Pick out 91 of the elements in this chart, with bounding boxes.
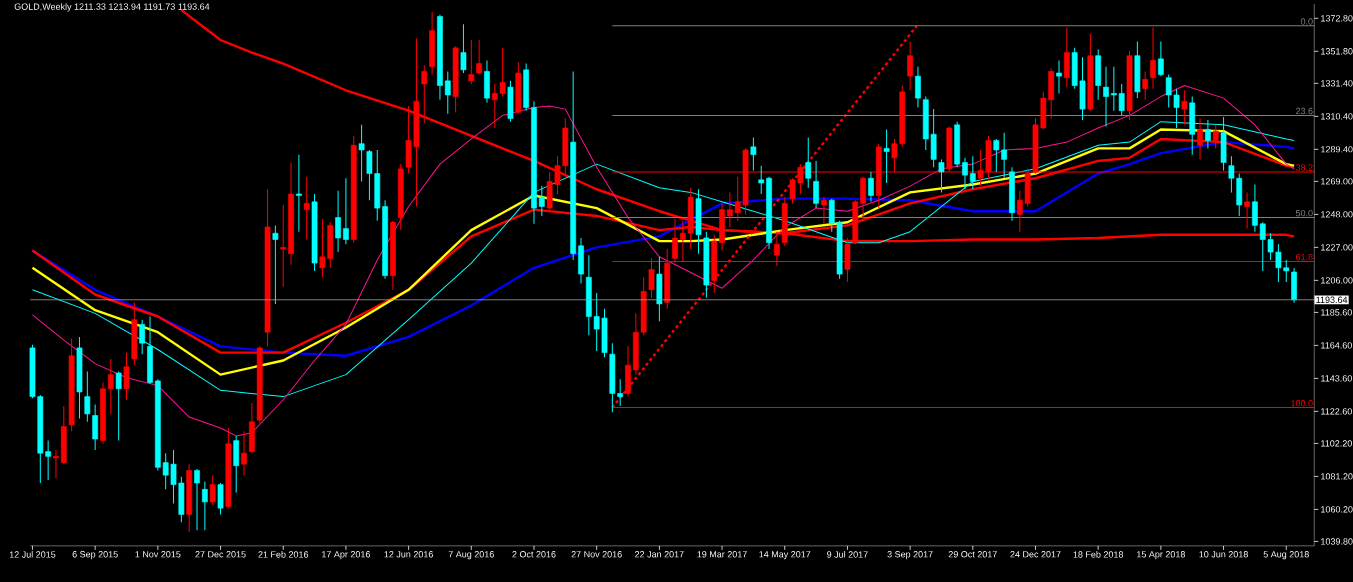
series-label: 38.2: [1295, 164, 1313, 171]
x-tick-label: 2 Oct 2016: [512, 551, 556, 558]
candlestick: [805, 136, 812, 189]
candlestick: [969, 155, 976, 190]
x-tick-label: 27 Dec 2015: [195, 551, 246, 558]
candlestick: [907, 41, 913, 91]
candlestick: [1142, 70, 1149, 101]
candlestick: [758, 165, 765, 195]
series-label: 100.0: [1291, 400, 1313, 407]
candlestick: [962, 157, 968, 190]
x-tick-label: 29 Oct 2017: [948, 551, 997, 558]
candlestick: [938, 158, 945, 193]
candlestick: [217, 482, 224, 515]
candlestick: [92, 403, 99, 451]
ref-line-label: 1193.64: [1316, 296, 1348, 303]
x-tick-label: 7 Aug 2016: [448, 551, 494, 560]
candlestick: [915, 66, 921, 109]
candlestick: [296, 154, 302, 233]
y-tick-label: 1206.00: [1321, 277, 1353, 284]
candlestick: [883, 129, 890, 184]
x-tick-label: 12 Jun 2016: [384, 551, 433, 558]
y-tick-label: 1185.60: [1321, 309, 1352, 316]
candlestick: [139, 319, 146, 355]
candlestick: [53, 449, 59, 479]
candlestick: [421, 64, 428, 124]
y-tick-label: 1269.00: [1321, 178, 1353, 185]
candlestick: [444, 70, 451, 115]
candlestick: [107, 358, 114, 415]
y-tick-label: 1227.00: [1321, 244, 1353, 251]
candlestick: [468, 39, 475, 85]
x-tick-label: 5 Aug 2018: [1263, 551, 1309, 560]
candlestick: [476, 39, 482, 76]
candlestick: [1158, 41, 1164, 77]
y-tick-label: 1102.20: [1321, 440, 1352, 447]
candlestick: [123, 352, 130, 401]
y-tick-label: 1372.80: [1321, 15, 1353, 22]
x-tick-label: 17 Apr 2016: [322, 551, 371, 560]
y-tick-label: 1310.40: [1321, 113, 1353, 120]
candlestick: [280, 204, 287, 288]
candlestick: [1181, 89, 1188, 126]
x-tick-label: 6 Sep 2015: [72, 551, 118, 560]
candlestick: [343, 177, 349, 245]
y-tick-label: 1081.20: [1321, 473, 1353, 480]
candlestick: [209, 474, 216, 506]
series-label: 50.0: [1295, 209, 1313, 217]
y-tick-label: 1164.60: [1321, 342, 1352, 349]
candlestick: [1244, 191, 1250, 230]
x-tick-label: 24 Dec 2017: [1010, 551, 1061, 558]
series-label: 23.6: [1295, 107, 1313, 115]
candlestick: [241, 430, 247, 476]
series-label: 0.0: [1300, 18, 1313, 25]
x-tick-label: 15 Apr 2018: [1137, 551, 1185, 560]
candlestick: [1056, 59, 1062, 94]
y-tick-label: 1143.60: [1321, 375, 1352, 382]
candlestick: [868, 171, 874, 203]
candlestick: [358, 124, 365, 182]
y-tick-label: 1331.40: [1321, 80, 1353, 87]
candlestick: [538, 185, 545, 217]
candlestick: [201, 480, 208, 531]
x-tick-label: 9 Jul 2017: [827, 551, 868, 558]
x-tick-label: 21 Feb 2016: [258, 551, 309, 558]
y-tick-label: 1248.00: [1321, 211, 1353, 218]
candlestick: [194, 468, 200, 531]
candlestick: [115, 370, 122, 442]
x-tick-label: 19 Mar 2017: [697, 551, 747, 558]
series-label: 61.8: [1295, 253, 1313, 261]
x-tick-label: 1 Nov 2015: [135, 551, 181, 558]
candlestick: [813, 160, 819, 209]
chart-title: GOLD,Weekly 1211.33 1213.94 1191.73 1193.64: [14, 3, 210, 12]
candlestick: [303, 176, 310, 241]
y-tick-label: 1351.80: [1321, 48, 1353, 55]
y-tick-label: 1289.40: [1321, 146, 1353, 153]
candlestick: [460, 23, 467, 74]
y-tick-label: 1039.80: [1321, 538, 1353, 545]
x-tick-label: 18 Feb 2018: [1073, 551, 1124, 558]
y-tick-label: 1060.20: [1321, 506, 1353, 513]
x-tick-label: 27 Nov 2016: [571, 551, 622, 558]
candlestick: [272, 224, 279, 305]
candlestick: [84, 370, 91, 423]
x-tick-label: 14 May 2017: [759, 551, 811, 560]
y-tick-label: 1122.60: [1321, 408, 1352, 415]
candlestick: [1150, 26, 1156, 90]
x-tick-label: 22 Jan 2017: [635, 551, 684, 558]
candlestick: [1252, 184, 1258, 233]
candlestick: [821, 196, 827, 225]
candlestick: [1103, 66, 1109, 127]
x-tick-label: 10 Jun 2018: [1199, 551, 1248, 558]
x-tick-label: 12 Jul 2015: [9, 551, 56, 558]
x-tick-label: 3 Sep 2017: [887, 551, 933, 560]
candlestick: [335, 190, 341, 253]
candlestick: [750, 136, 757, 171]
